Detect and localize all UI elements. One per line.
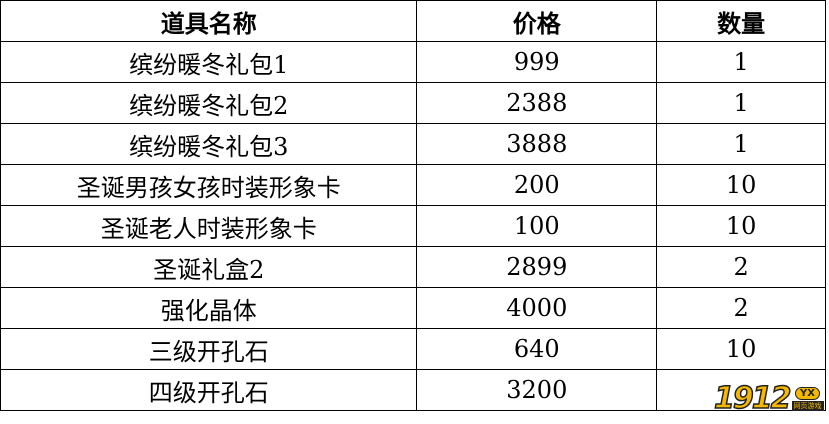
table-row: 缤纷暖冬礼包1 999 1 <box>0 41 826 83</box>
watermark-badge: YX <box>795 386 820 400</box>
cell-price: 100 <box>416 205 658 247</box>
cell-item-name: 缤纷暖冬礼包1 <box>0 41 418 83</box>
cell-quantity: 10 <box>656 205 826 247</box>
cell-price: 3200 <box>416 369 658 411</box>
cell-quantity: 1 <box>656 41 826 83</box>
cell-item-name: 圣诞老人时装形象卡 <box>0 205 418 247</box>
table-row: 圣诞男孩女孩时装形象卡 200 10 <box>0 164 826 206</box>
cell-item-name: 三级开孔石 <box>0 328 418 370</box>
cell-price: 4000 <box>416 287 658 329</box>
header-item-name: 道具名称 <box>0 0 418 42</box>
table-row: 三级开孔石 640 10 <box>0 328 826 370</box>
cell-price: 200 <box>416 164 658 206</box>
table-header-row: 道具名称 价格 数量 <box>0 0 826 42</box>
watermark-subtitle: 网页游戏 <box>791 400 824 411</box>
table-row: 强化晶体 4000 2 <box>0 287 826 329</box>
cell-item-name: 四级开孔石 <box>0 369 418 411</box>
cell-price: 2388 <box>416 82 658 124</box>
table-row: 缤纷暖冬礼包2 2388 1 <box>0 82 826 124</box>
item-price-table: 道具名称 价格 数量 缤纷暖冬礼包1 999 1 缤纷暖冬礼包2 2388 1 缤纷暖冬礼包… <box>0 0 826 411</box>
table-row: 圣诞老人时装形象卡 100 10 <box>0 205 826 247</box>
cell-quantity: 1 <box>656 82 826 124</box>
header-quantity: 数量 <box>656 0 826 42</box>
watermark-logo: 1912 YX 网页游戏 <box>713 380 824 417</box>
cell-quantity: 1 <box>656 123 826 165</box>
cell-price: 3888 <box>416 123 658 165</box>
cell-item-name: 缤纷暖冬礼包3 <box>0 123 418 165</box>
cell-quantity: 2 <box>656 246 826 288</box>
cell-item-name: 缤纷暖冬礼包2 <box>0 82 418 124</box>
cell-item-name: 圣诞礼盒2 <box>0 246 418 288</box>
cell-item-name: 圣诞男孩女孩时装形象卡 <box>0 164 418 206</box>
header-price: 价格 <box>416 0 658 42</box>
table-row: 缤纷暖冬礼包3 3888 1 <box>0 123 826 165</box>
cell-price: 999 <box>416 41 658 83</box>
cell-price: 640 <box>416 328 658 370</box>
watermark-number: 1912 <box>713 380 792 417</box>
cell-price: 2899 <box>416 246 658 288</box>
table-row: 四级开孔石 3200 <box>0 369 826 411</box>
cell-quantity: 10 <box>656 328 826 370</box>
cell-item-name: 强化晶体 <box>0 287 418 329</box>
cell-quantity: 10 <box>656 164 826 206</box>
cell-quantity: 2 <box>656 287 826 329</box>
table-row: 圣诞礼盒2 2899 2 <box>0 246 826 288</box>
